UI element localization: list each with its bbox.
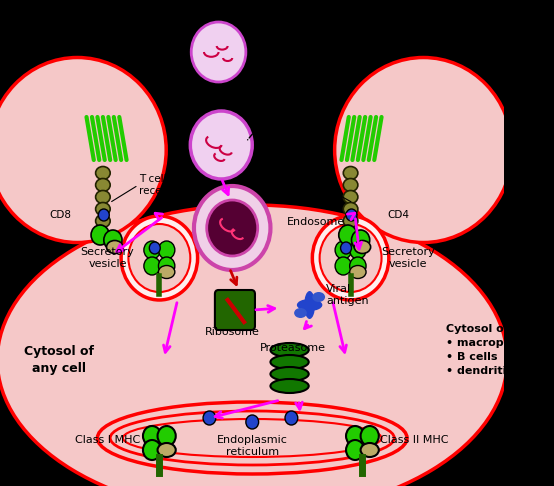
Circle shape — [121, 216, 198, 300]
Ellipse shape — [98, 402, 407, 474]
Text: T cell: T cell — [393, 15, 444, 30]
Circle shape — [144, 257, 160, 275]
Ellipse shape — [158, 265, 175, 278]
Ellipse shape — [0, 57, 166, 243]
Text: Proteasome: Proteasome — [259, 343, 326, 353]
Text: CD4: CD4 — [349, 15, 383, 30]
Ellipse shape — [335, 57, 512, 243]
Text: CD8: CD8 — [54, 15, 88, 30]
Circle shape — [157, 426, 176, 446]
Circle shape — [104, 230, 122, 250]
Circle shape — [350, 241, 366, 259]
Text: Secretory
vesicle: Secretory vesicle — [381, 247, 435, 269]
Ellipse shape — [270, 379, 309, 393]
Ellipse shape — [270, 355, 309, 369]
Text: Class II MHC: Class II MHC — [380, 435, 449, 445]
Text: CD4: CD4 — [388, 210, 410, 220]
Ellipse shape — [354, 241, 371, 254]
Text: CD8: CD8 — [49, 210, 71, 220]
Circle shape — [350, 257, 366, 275]
Ellipse shape — [343, 214, 358, 227]
Ellipse shape — [343, 178, 358, 191]
Text: Cytosol of
any cell: Cytosol of any cell — [24, 345, 94, 375]
Ellipse shape — [343, 167, 358, 179]
Ellipse shape — [350, 265, 366, 278]
Circle shape — [194, 186, 270, 270]
Ellipse shape — [96, 178, 110, 191]
Ellipse shape — [297, 299, 322, 311]
Ellipse shape — [294, 308, 307, 318]
Circle shape — [361, 426, 379, 446]
Ellipse shape — [343, 191, 358, 204]
FancyBboxPatch shape — [215, 290, 255, 330]
Circle shape — [144, 241, 160, 259]
Ellipse shape — [96, 203, 110, 215]
Circle shape — [320, 224, 382, 292]
Circle shape — [91, 225, 109, 245]
Text: +: + — [92, 17, 100, 27]
Circle shape — [335, 241, 351, 259]
Circle shape — [143, 440, 161, 460]
Text: (T helper cell): (T helper cell) — [334, 32, 432, 45]
Text: +: + — [387, 17, 395, 27]
Circle shape — [346, 440, 364, 460]
Ellipse shape — [96, 167, 110, 179]
Circle shape — [191, 111, 252, 179]
Text: Class I MHC: Class I MHC — [75, 435, 140, 445]
Text: Cytosol of
• macrophages
• B cells
• dendritic cells: Cytosol of • macrophages • B cells • den… — [446, 324, 545, 376]
Text: Lipo
nano
particle: Lipo nano particle — [287, 68, 329, 101]
Ellipse shape — [343, 203, 358, 215]
Circle shape — [207, 200, 258, 256]
Ellipse shape — [270, 343, 309, 357]
Text: T cell
receptor: T cell receptor — [139, 174, 183, 196]
Ellipse shape — [96, 214, 110, 227]
Circle shape — [158, 241, 175, 259]
Ellipse shape — [270, 367, 309, 381]
Circle shape — [346, 426, 364, 446]
Circle shape — [191, 22, 246, 82]
Text: T cell: T cell — [99, 15, 149, 30]
Text: Ribosome: Ribosome — [205, 327, 260, 337]
Text: Endoplasmic
reticulum: Endoplasmic reticulum — [217, 435, 288, 457]
Ellipse shape — [361, 443, 379, 457]
Text: Endosome: Endosome — [287, 217, 345, 227]
Circle shape — [338, 225, 357, 245]
Text: Secretory
vesicle: Secretory vesicle — [80, 247, 134, 269]
Text: T cell
receptor: T cell receptor — [276, 174, 321, 196]
Circle shape — [351, 230, 370, 250]
Circle shape — [143, 426, 161, 446]
Circle shape — [129, 224, 191, 292]
Circle shape — [346, 209, 357, 221]
Text: Viral
antigen: Viral antigen — [326, 284, 368, 306]
Circle shape — [285, 411, 297, 425]
Circle shape — [335, 257, 351, 275]
Text: (Cytotoxic T cell): (Cytotoxic T cell) — [12, 32, 130, 45]
Ellipse shape — [0, 205, 507, 486]
Circle shape — [312, 216, 389, 300]
Circle shape — [341, 242, 351, 254]
Ellipse shape — [157, 443, 176, 457]
Ellipse shape — [304, 291, 315, 319]
Ellipse shape — [312, 292, 325, 302]
Circle shape — [158, 257, 175, 275]
Ellipse shape — [96, 191, 110, 204]
Circle shape — [99, 209, 109, 221]
Circle shape — [246, 415, 259, 429]
Circle shape — [150, 242, 160, 254]
Circle shape — [203, 411, 216, 425]
Ellipse shape — [106, 241, 123, 254]
